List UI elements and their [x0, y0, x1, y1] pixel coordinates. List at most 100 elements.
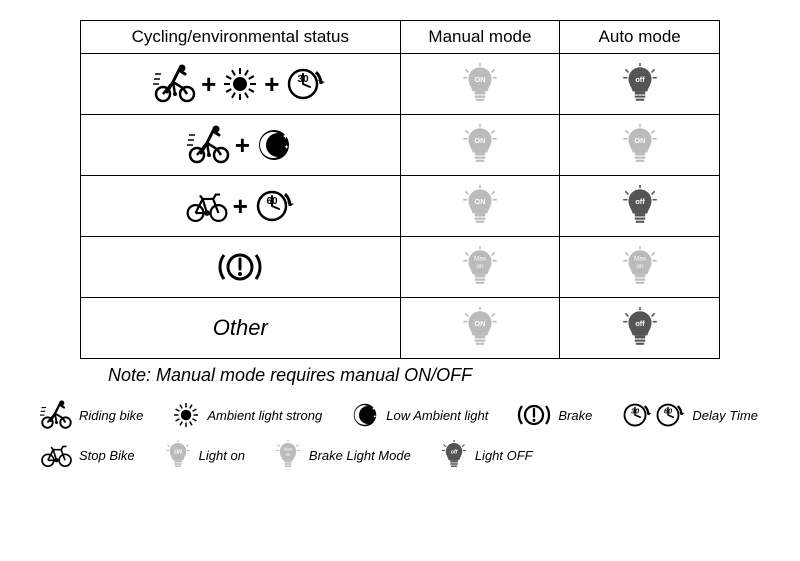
plus-sign: + — [235, 130, 250, 161]
table-row: + ✦ ✦ ON — [81, 115, 720, 176]
status-text: Other — [213, 315, 268, 340]
brake-icon — [216, 247, 264, 287]
bulb-on-icon: ON — [459, 185, 501, 227]
riding-bike-icon — [187, 125, 231, 165]
bulb-off-icon: off — [619, 307, 661, 349]
bulb-max-icon: Max on — [273, 440, 303, 470]
legend-item: ON Light on — [163, 440, 245, 470]
bulb-on-icon: ON — [163, 440, 193, 470]
svg-text:ON: ON — [174, 450, 182, 456]
status-cell: + 60 — [81, 176, 401, 237]
note-text: Note: Manual mode requires manual ON/OFF — [108, 365, 770, 386]
svg-text:60: 60 — [266, 196, 278, 207]
legend-item: Ambient light strong — [171, 400, 322, 430]
auto-cell: off — [560, 298, 720, 359]
plus-sign: + — [233, 191, 248, 222]
bulb-on-icon: ON — [459, 63, 501, 105]
header-auto: Auto mode — [560, 21, 720, 54]
mode-table: Cycling/environmental status Manual mode… — [80, 20, 720, 359]
svg-text:30: 30 — [631, 407, 640, 416]
legend-label: Riding bike — [79, 408, 143, 423]
auto-cell: Max on — [560, 237, 720, 298]
bulb-max-icon: Max on — [619, 246, 661, 288]
status-cell — [81, 237, 401, 298]
bulb-on-icon: ON — [619, 124, 661, 166]
sun-icon — [171, 400, 201, 430]
manual-cell: ON — [400, 176, 560, 237]
brake-icon — [516, 400, 552, 430]
riding-bike-icon — [40, 400, 73, 430]
bulb-max-icon: Max on — [459, 246, 501, 288]
svg-text:✦: ✦ — [373, 414, 377, 419]
svg-text:on: on — [285, 452, 291, 457]
svg-text:✦: ✦ — [371, 406, 377, 413]
bulb-off-icon: off — [439, 440, 469, 470]
status-cell: Other — [81, 298, 401, 359]
legend: Riding bike Ambient light strong ✦ ✦ Low… — [30, 400, 770, 470]
manual-cell: ON — [400, 298, 560, 359]
moon-icon: ✦ ✦ — [350, 400, 380, 430]
legend-label: Ambient light strong — [207, 408, 322, 423]
legend-label: Stop Bike — [79, 448, 135, 463]
svg-text:Max: Max — [634, 256, 647, 263]
svg-text:off: off — [635, 197, 645, 206]
manual-cell: ON — [400, 54, 560, 115]
legend-item: 30 60 Delay Time — [620, 400, 758, 430]
header-status: Cycling/environmental status — [81, 21, 401, 54]
bulb-on-icon: ON — [459, 307, 501, 349]
table-row: + + 30 ON — [81, 54, 720, 115]
legend-label: Light on — [199, 448, 245, 463]
svg-text:Max: Max — [474, 256, 487, 263]
status-cell: + + 30 — [81, 54, 401, 115]
manual-cell: Max on — [400, 237, 560, 298]
auto-cell: ON — [560, 115, 720, 176]
svg-text:ON: ON — [474, 75, 485, 84]
svg-text:ON: ON — [474, 319, 485, 328]
delay-30-icon: 30 — [620, 400, 653, 430]
legend-item: Riding bike — [40, 400, 143, 430]
auto-cell: off — [560, 176, 720, 237]
svg-text:✦: ✦ — [284, 144, 289, 151]
svg-text:30: 30 — [298, 74, 310, 85]
delay-60-icon: 60 — [653, 400, 686, 430]
svg-text:✦: ✦ — [282, 132, 289, 141]
plus-sign: + — [264, 69, 279, 100]
plus-sign: + — [201, 69, 216, 100]
svg-text:off: off — [635, 319, 645, 328]
auto-cell: off — [560, 54, 720, 115]
delay-60-icon: 60 — [252, 186, 296, 226]
moon-icon: ✦ ✦ — [254, 125, 294, 165]
svg-text:on: on — [476, 263, 484, 270]
bulb-on-icon: ON — [459, 124, 501, 166]
bulb-off-icon: off — [619, 185, 661, 227]
legend-label: Low Ambient light — [386, 408, 488, 423]
table-row: Max on Max on — [81, 237, 720, 298]
delay-30-icon: 30 — [283, 64, 327, 104]
legend-item: Brake — [516, 400, 592, 430]
svg-text:ON: ON — [474, 136, 485, 145]
stop-bike-icon — [40, 443, 73, 467]
svg-text:on: on — [636, 263, 644, 270]
legend-label: Brake Light Mode — [309, 448, 411, 463]
riding-bike-icon — [153, 64, 197, 104]
svg-text:Max: Max — [284, 447, 293, 452]
legend-item: Max on Brake Light Mode — [273, 440, 411, 470]
svg-text:ON: ON — [634, 136, 645, 145]
header-manual: Manual mode — [400, 21, 560, 54]
bulb-off-icon: off — [619, 63, 661, 105]
svg-text:60: 60 — [664, 407, 673, 416]
status-cell: + ✦ ✦ — [81, 115, 401, 176]
legend-label: Brake — [558, 408, 592, 423]
manual-cell: ON — [400, 115, 560, 176]
legend-label: Delay Time — [692, 408, 758, 423]
legend-label: Light OFF — [475, 448, 533, 463]
svg-text:off: off — [635, 75, 645, 84]
table-row: Other ON off — [81, 298, 720, 359]
table-row: + 60 ON — [81, 176, 720, 237]
sun-icon — [220, 64, 260, 104]
svg-text:ON: ON — [474, 197, 485, 206]
legend-item: ✦ ✦ Low Ambient light — [350, 400, 488, 430]
legend-item: Stop Bike — [40, 440, 135, 470]
legend-item: off Light OFF — [439, 440, 533, 470]
stop-bike-icon — [185, 190, 229, 222]
